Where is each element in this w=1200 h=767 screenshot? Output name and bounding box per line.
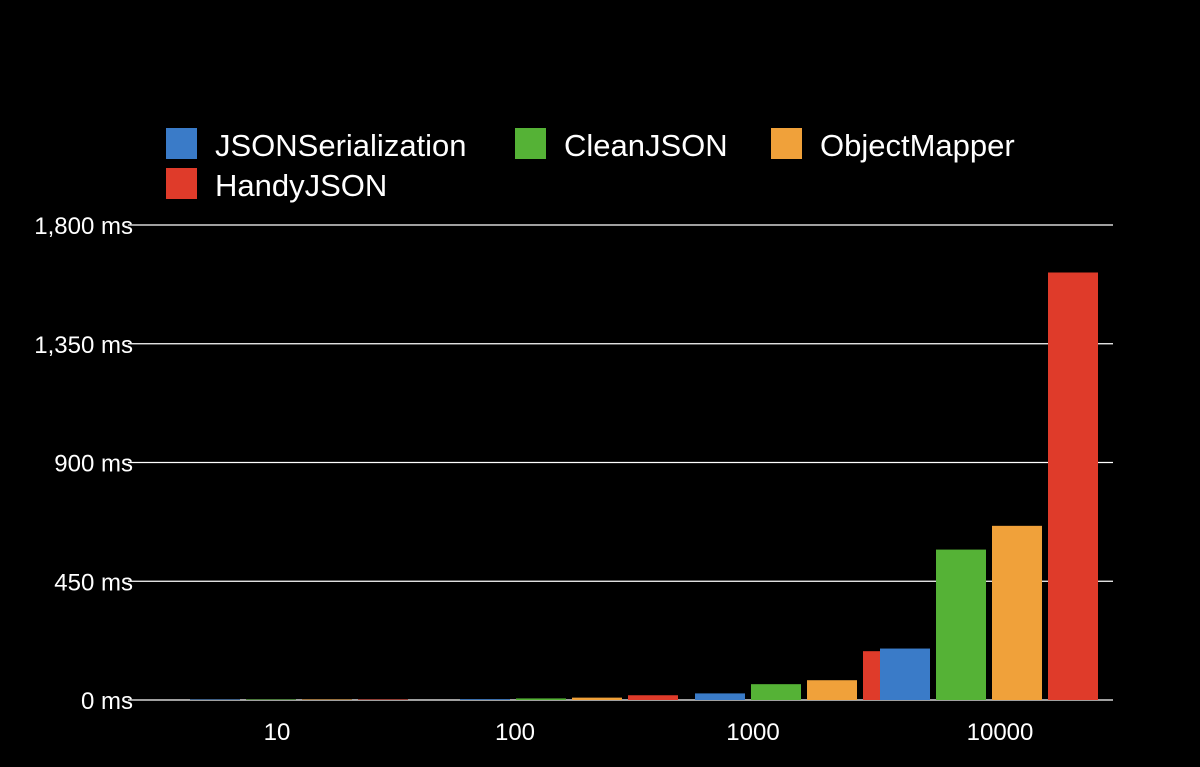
legend-label: CleanJSON [564,128,728,163]
bar-cleanjson-10000 [936,549,986,700]
x-axis-tick-labels: 10 100 1000 10000 [264,719,1034,746]
x-tick-label: 100 [495,719,535,746]
y-tick-label: 1,800 ms [34,213,133,240]
bar-handyjson-100 [628,695,678,700]
bar-cleanjson-1000 [751,684,801,700]
legend-item-handyjson: HandyJSON [166,168,387,203]
bar-jsonserialization-1000 [695,693,745,700]
x-tick-label: 10 [264,719,291,746]
bar-handyjson-10 [358,699,408,700]
bar-objectmapper-10 [302,699,352,700]
legend-label: ObjectMapper [820,128,1015,163]
bar-jsonserialization-100 [460,699,510,700]
legend-item-cleanjson: CleanJSON [515,128,728,163]
bar-objectmapper-1000 [807,680,857,700]
bar-jsonserialization-10 [190,699,240,700]
legend: JSONSerialization CleanJSON ObjectMapper Ha… [166,128,1015,203]
bar-handyjson-10000 [1048,272,1098,700]
legend-swatch [771,128,802,159]
x-tick-label: 1000 [726,719,779,746]
bars [190,272,1098,700]
legend-swatch [166,168,197,199]
x-tick-label: 10000 [967,719,1034,746]
legend-item-objectmapper: ObjectMapper [771,128,1015,163]
y-tick-label: 450 ms [54,569,133,596]
bar-cleanjson-10 [246,699,296,700]
bar-objectmapper-10000 [992,525,1042,700]
y-axis-tick-labels: 0 ms 450 ms 900 ms 1,350 ms 1,800 ms [34,213,133,715]
bar-objectmapper-100 [572,697,622,700]
legend-label: HandyJSON [215,168,387,203]
legend-swatch [166,128,197,159]
legend-label: JSONSerialization [215,128,467,163]
legend-swatch [515,128,546,159]
y-tick-label: 1,350 ms [34,332,133,359]
legend-item-jsonserialization: JSONSerialization [166,128,467,163]
y-tick-label: 900 ms [54,451,133,478]
y-tick-label: 0 ms [81,688,133,715]
bar-jsonserialization-10000 [880,648,930,700]
bar-cleanjson-100 [516,698,566,700]
